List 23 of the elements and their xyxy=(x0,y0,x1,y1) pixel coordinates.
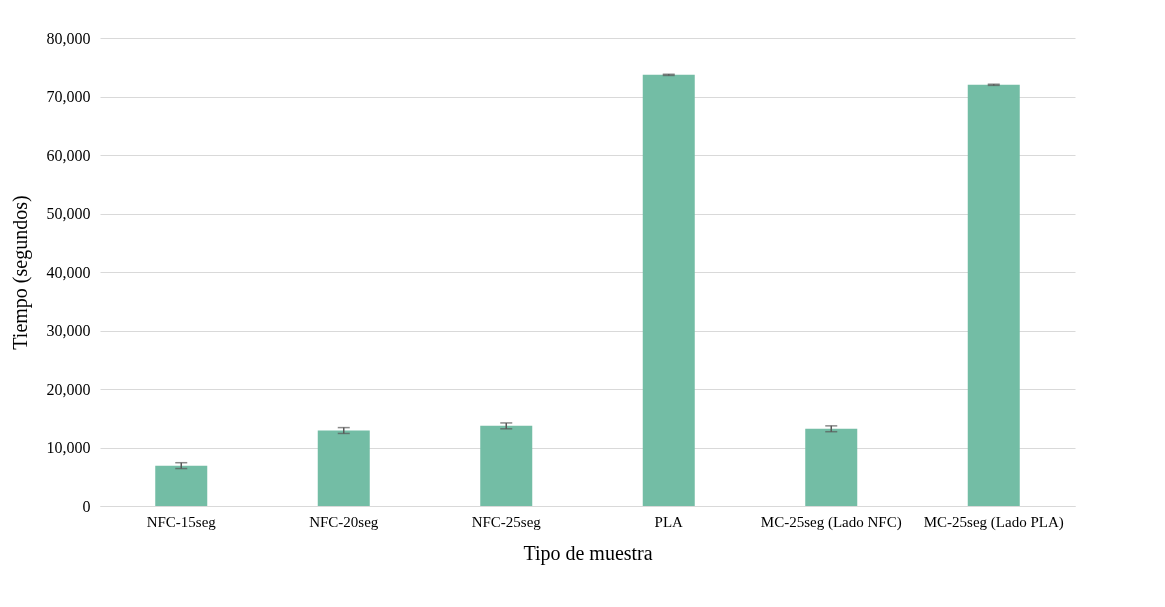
x-tick-label: NFC-25seg xyxy=(471,513,542,530)
y-tick-label: 10,000 xyxy=(46,439,91,456)
y-tick-label: 20,000 xyxy=(46,380,91,398)
x-tick-label: NFC-15seg xyxy=(146,513,217,530)
y-axis-title: Tiempo (segundos) xyxy=(8,195,32,350)
x-tick-label: MC-25seg (Lado PLA) xyxy=(923,513,1064,531)
x-axis-title: Tipo de muestra xyxy=(523,541,653,565)
bar xyxy=(317,430,370,506)
y-tick-label: 80,000 xyxy=(46,29,91,47)
y-tick-label: 60,000 xyxy=(46,146,91,164)
y-tick-label: 0 xyxy=(82,497,91,515)
x-tick-label: PLA xyxy=(654,513,684,530)
bar xyxy=(480,425,533,506)
bar xyxy=(967,84,1020,506)
y-tick-label: 30,000 xyxy=(46,322,91,339)
y-tick-label: 50,000 xyxy=(46,205,91,222)
x-tick-label: MC-25seg (Lado NFC) xyxy=(760,513,902,531)
bar xyxy=(155,465,208,506)
y-tick-label: 40,000 xyxy=(46,263,91,281)
bar xyxy=(642,74,695,506)
x-tick-label: NFC-20seg xyxy=(309,513,379,530)
bar xyxy=(805,428,858,506)
y-tick-label: 70,000 xyxy=(46,88,91,105)
